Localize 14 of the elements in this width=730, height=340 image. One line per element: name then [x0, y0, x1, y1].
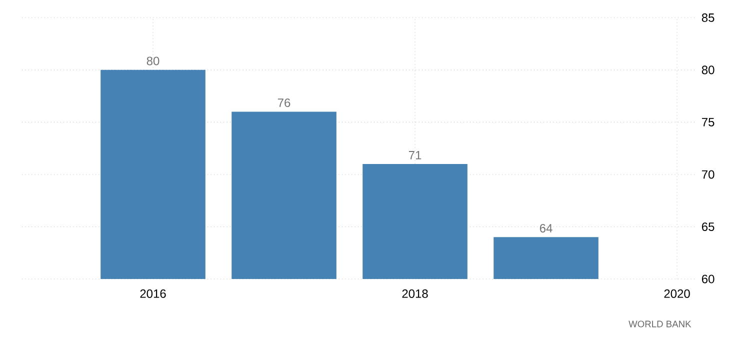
y-tick-label: 85	[702, 13, 714, 22]
text: WORLD BANK	[628, 320, 692, 328]
y-tick-label: 80	[702, 66, 714, 74]
data-label: 64	[540, 224, 552, 232]
data-label: 76	[278, 98, 290, 108]
data-label: 80	[146, 56, 160, 66]
y-tick-label: 70	[702, 170, 714, 179]
data-label: 71	[408, 151, 422, 160]
x-tick-label: 2016	[140, 289, 166, 298]
y-tick-label: 65	[702, 222, 714, 231]
x-tick-label: 2020	[664, 289, 690, 298]
y-tick-label: 60	[702, 274, 714, 284]
y-tick-label: 75	[702, 118, 714, 126]
x-tick-label: 2018	[402, 289, 428, 298]
